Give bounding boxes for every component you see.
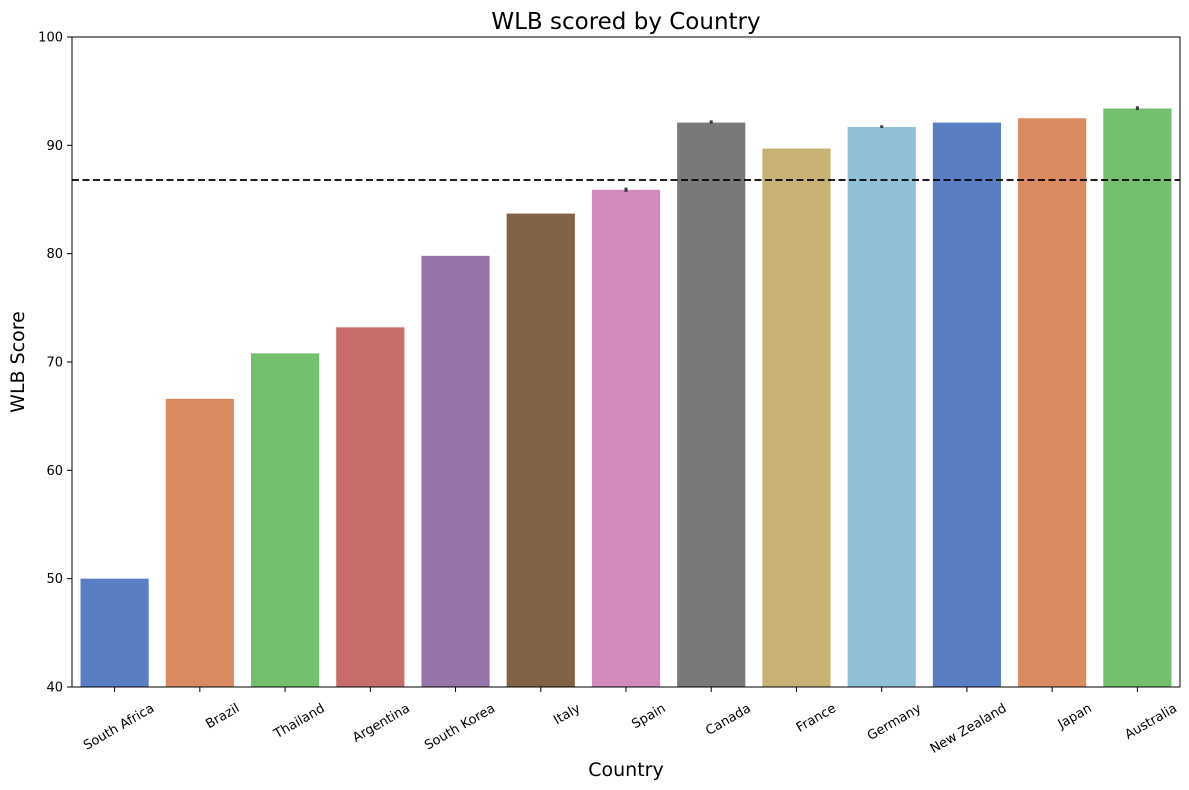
x-tick-label: Brazil xyxy=(203,701,242,732)
x-tick-label: Thailand xyxy=(271,701,328,742)
y-tick-label: 90 xyxy=(46,139,63,154)
x-tick-label: Australia xyxy=(1122,701,1179,743)
x-tick-label: France xyxy=(794,701,839,736)
bar-south-africa xyxy=(80,578,149,687)
x-tick-label: Japan xyxy=(1055,701,1095,733)
error-bars-group xyxy=(624,106,1139,192)
x-axis-label: Country xyxy=(588,759,663,781)
bar-thailand xyxy=(250,353,320,687)
y-axis-label: WLB Score xyxy=(7,311,29,413)
bar-new-zealand xyxy=(932,122,1002,688)
bar-italy xyxy=(506,213,575,688)
x-tick-label: South Korea xyxy=(422,701,498,753)
x-tick-label: Italy xyxy=(551,701,583,728)
bar-australia xyxy=(1103,108,1172,687)
y-axis: 40 50 60 70 80 90 100 xyxy=(38,31,72,696)
y-tick-label: 70 xyxy=(46,356,63,371)
bar-canada xyxy=(677,122,746,688)
bars-group xyxy=(80,108,1172,688)
chart-title: WLB scored by Country xyxy=(491,9,760,35)
x-tick-label: New Zealand xyxy=(928,701,1009,757)
x-tick-label: Canada xyxy=(703,701,753,739)
y-tick-label: 50 xyxy=(46,572,63,587)
x-tick-label: Spain xyxy=(629,701,668,732)
bar-brazil xyxy=(165,398,234,687)
bar-spain xyxy=(591,189,661,687)
x-tick-label: South Africa xyxy=(81,701,157,753)
x-tick-label: Germany xyxy=(865,701,925,744)
y-tick-label: 60 xyxy=(46,464,63,479)
y-tick-label: 40 xyxy=(46,681,63,696)
bar-japan xyxy=(1018,118,1087,687)
bar-france xyxy=(762,148,831,688)
x-axis: South Africa Brazil Thailand Argentina South… xyxy=(81,687,1180,757)
y-tick-label: 100 xyxy=(38,31,63,46)
bar-germany xyxy=(847,126,916,687)
bar-argentina xyxy=(336,327,405,687)
x-tick-label: Argentina xyxy=(350,701,412,746)
bar-south-korea xyxy=(421,255,490,688)
y-tick-label: 80 xyxy=(46,247,63,262)
